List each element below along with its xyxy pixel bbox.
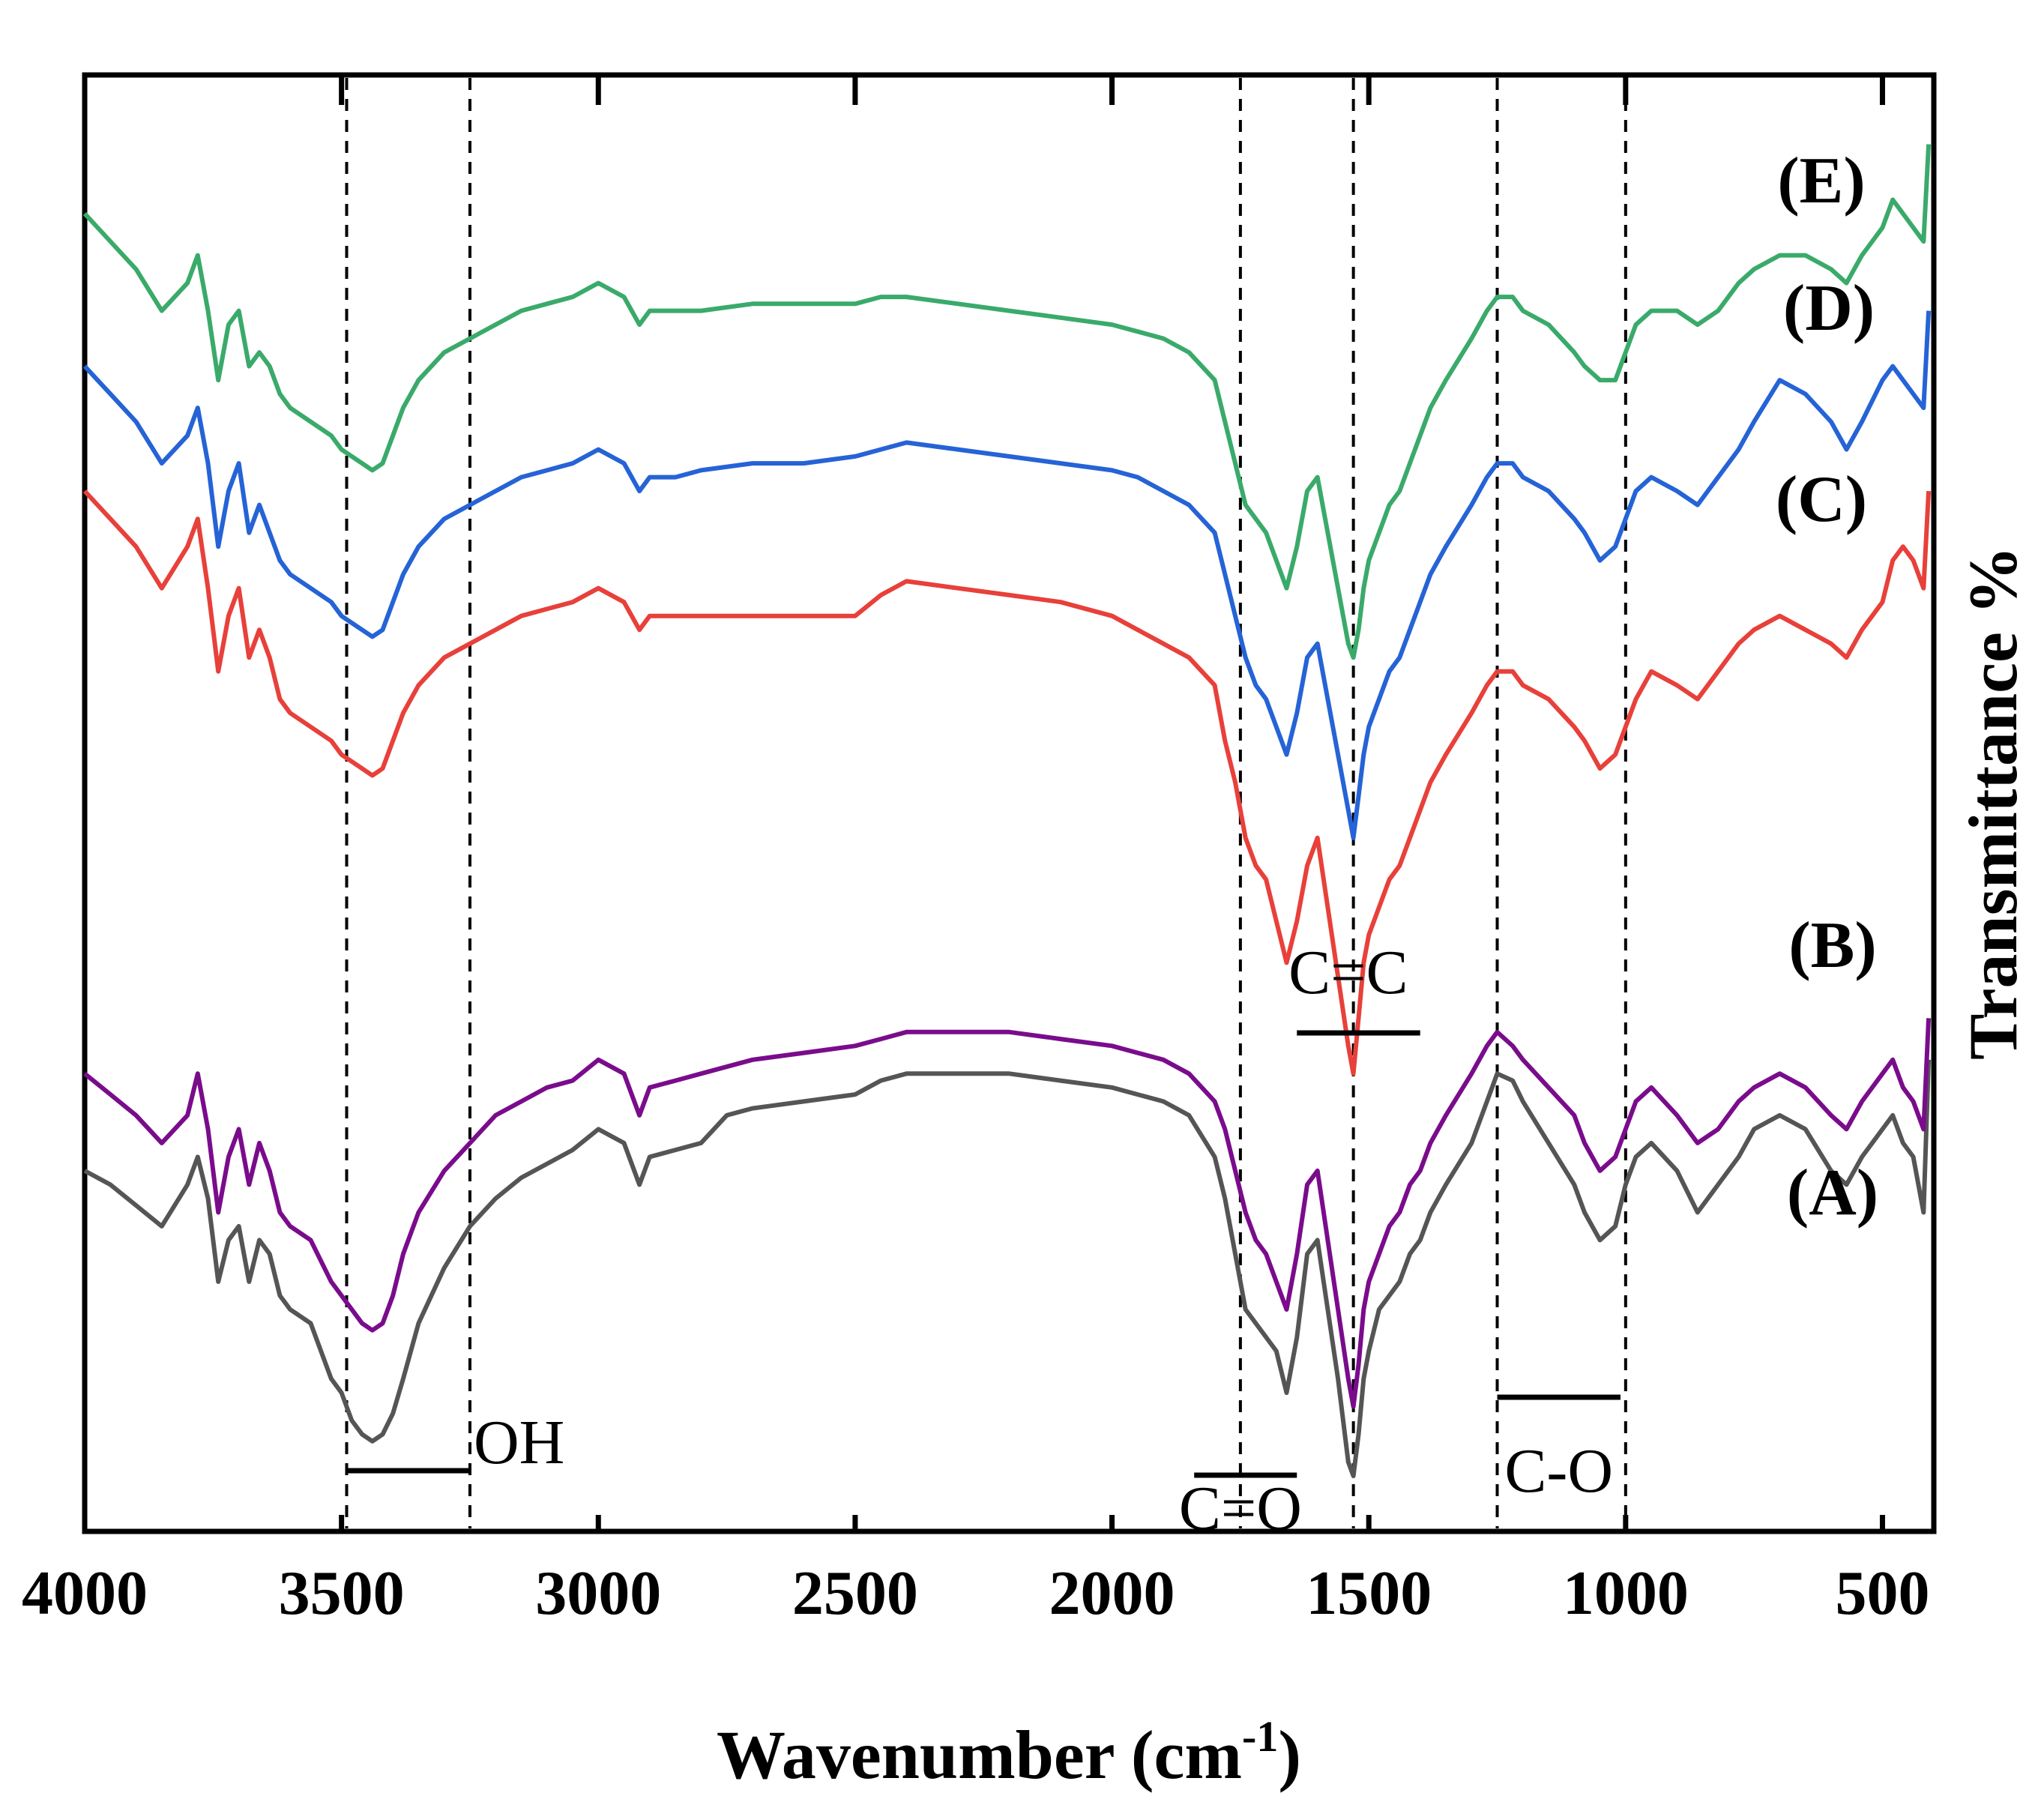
band-label-2: C=C: [1288, 938, 1408, 1007]
x-tick-label-1: 3500: [279, 1558, 405, 1628]
series-line-1: [83, 1018, 1932, 1409]
band-label-0: OH: [474, 1408, 564, 1477]
curve-label-1: (B): [1788, 909, 1876, 982]
series-line-3: [82, 310, 1932, 840]
x-tick-label-7: 500: [1835, 1558, 1929, 1628]
curve-label-3: (D): [1783, 272, 1875, 345]
y-axis-title: Transmittance %: [1955, 546, 2031, 1060]
band-annotations: OH C=O C=C C-O: [346, 938, 1621, 1543]
x-axis-title-superscript: -1: [1242, 1712, 1278, 1761]
curve-label-4: (E): [1777, 145, 1865, 217]
x-axis-title: Wavenumber (cm-1): [717, 1712, 1301, 1793]
series-line-2: [82, 489, 1932, 1076]
x-tick-label-4: 2000: [1049, 1558, 1175, 1628]
x-axis-title-close: ): [1278, 1717, 1301, 1793]
plot-frame: [82, 72, 1937, 1534]
curve-label-0: (A): [1787, 1157, 1878, 1229]
x-tick-label-3: 2500: [792, 1558, 918, 1628]
series-line-0: [83, 1059, 1932, 1478]
series-lines: [82, 144, 1932, 1478]
band-label-1: C=O: [1179, 1474, 1302, 1543]
series-line-4: [82, 144, 1932, 660]
reference-lines: [345, 78, 1627, 1528]
curve-label-2: (C): [1776, 463, 1867, 536]
x-tick-label-0: 4000: [22, 1558, 148, 1628]
x-tick-label-2: 3000: [535, 1558, 661, 1628]
x-tick-label-5: 1500: [1306, 1558, 1432, 1628]
band-label-3: C-O: [1504, 1436, 1613, 1506]
curve-labels: (A) (B) (C) (D) (E): [1776, 145, 1878, 1229]
x-tick-label-6: 1000: [1563, 1558, 1689, 1628]
x-axis-ticks: 4000 3500 3000 2500 2000 1500 1000 500: [22, 75, 1929, 1628]
